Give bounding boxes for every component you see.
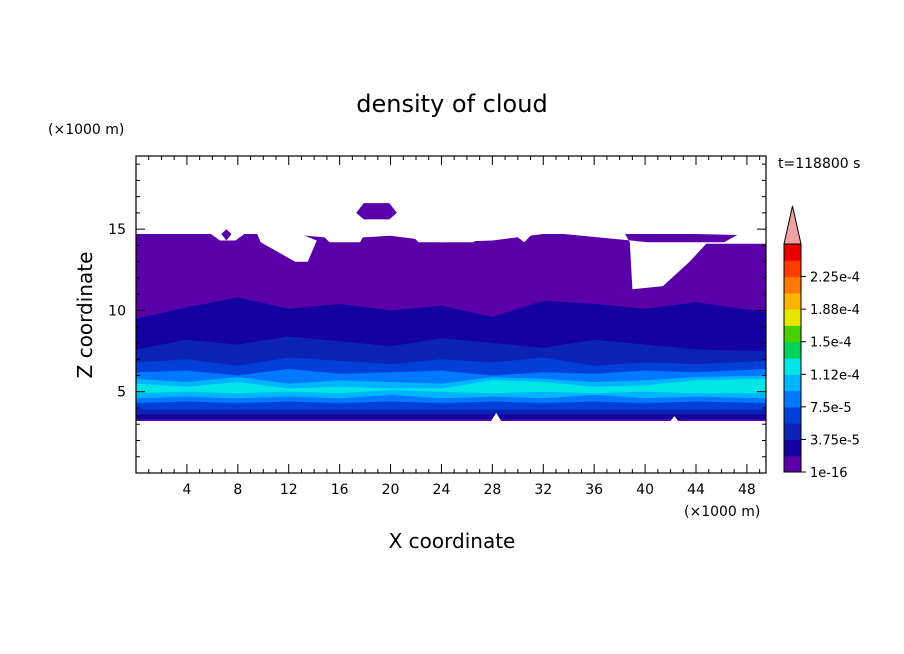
colorbar-segment	[784, 292, 801, 310]
colorbar-segment	[784, 325, 801, 343]
x-tick-label: 24	[433, 482, 451, 498]
x-tick-label: 40	[636, 482, 654, 498]
clear-region-6	[491, 412, 502, 421]
y-axis-unit: (×1000 m)	[48, 122, 124, 138]
y-tick-label: 10	[108, 303, 126, 319]
cloud-patch-1	[221, 229, 232, 241]
clear-region-7	[670, 416, 679, 421]
colorbar-segment	[784, 455, 801, 473]
y-tick-label: 15	[108, 222, 126, 238]
x-axis-ticks: 4 8 12 16 20 24 28 32 36 40 44 48	[148, 156, 761, 498]
x-tick-label: 48	[738, 482, 756, 498]
y-tick-label: 5	[117, 385, 126, 401]
clear-region-3	[512, 233, 534, 243]
cloud-free-regions	[209, 203, 766, 421]
colorbar-label: 3.75e-5	[810, 433, 860, 448]
contour-band-6	[136, 378, 766, 394]
colorbar-segment	[784, 260, 801, 278]
x-tick-label: 28	[483, 482, 501, 498]
x-tick-label: 16	[331, 482, 349, 498]
clear-region-4	[556, 233, 766, 290]
x-tick-label: 20	[382, 482, 400, 498]
colorbar-label: 1e-16	[810, 466, 848, 481]
colorbar-segment	[784, 406, 801, 424]
colorbar-label: 1.12e-4	[810, 368, 860, 383]
x-tick-label: 12	[280, 482, 298, 498]
chart-title: density of cloud	[356, 90, 547, 118]
colorbar-segment	[784, 423, 801, 440]
colorbar-segment	[784, 341, 801, 359]
y-axis-label: Z coordinate	[73, 252, 97, 379]
colorbar-segment	[784, 439, 801, 457]
x-tick-label: 4	[182, 482, 191, 498]
colorbar-segment	[784, 374, 801, 392]
time-label: t=118800 s	[778, 156, 860, 172]
x-tick-label: 8	[233, 482, 242, 498]
colorbar-label: 1.5e-4	[810, 336, 852, 351]
clear-region-1	[320, 233, 366, 243]
colorbar-label: 1.88e-4	[810, 303, 860, 318]
colorbar-segment	[784, 276, 801, 294]
colorbar-frame	[783, 243, 802, 473]
plot-frame	[135, 155, 767, 474]
colorbar-label: 2.25e-4	[810, 271, 860, 286]
colorbar: 1e-16 3.75e-5 7.5e-5 1.12e-4 1.5e-4 1.88e-4 2.…	[783, 205, 860, 481]
colorbar-label: 7.5e-5	[810, 401, 852, 416]
clear-region-0	[256, 233, 317, 262]
colorbar-segment	[784, 390, 801, 408]
x-tick-label: 36	[585, 482, 603, 498]
x-tick-label: 44	[687, 482, 705, 498]
colorbar-segment	[784, 358, 801, 375]
colorbar-segment	[784, 309, 801, 326]
contour-fill	[136, 234, 766, 421]
clear-region-2	[409, 233, 486, 243]
x-axis-label: X coordinate	[389, 529, 516, 553]
cloud-patch-0	[356, 203, 397, 220]
colorbar-extend-arrow	[783, 205, 802, 245]
x-axis-unit: (×1000 m)	[684, 504, 760, 520]
colorbar-segment	[784, 244, 801, 261]
y-axis-ticks: 5 10 15	[108, 163, 766, 458]
x-tick-label: 32	[534, 482, 552, 498]
